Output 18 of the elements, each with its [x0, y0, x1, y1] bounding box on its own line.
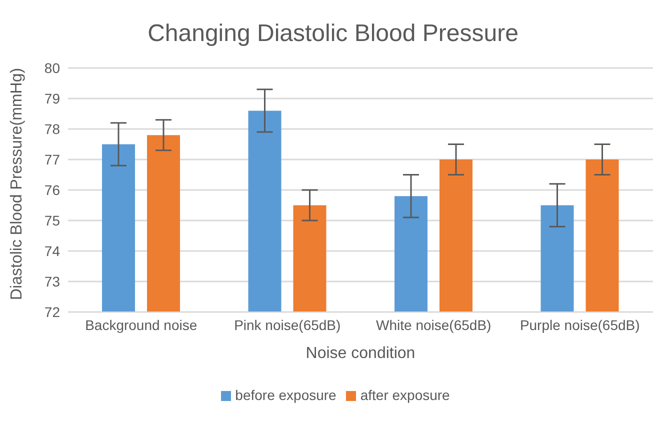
x-tick-label: Pink noise(65dB) — [234, 316, 341, 333]
x-tick-label: White noise(65dB) — [376, 316, 492, 333]
y-tick-label: 73 — [44, 273, 60, 290]
y-tick-label: 72 — [44, 304, 60, 320]
x-tick-label: Background noise — [85, 316, 198, 333]
y-tick-label: 78 — [44, 120, 60, 137]
y-tick-label: 80 — [44, 60, 60, 76]
y-tick-label: 76 — [44, 182, 60, 198]
x-axis-title: Noise condition — [306, 345, 416, 362]
y-tick-label: 79 — [44, 90, 60, 106]
y-tick-label: 77 — [44, 151, 60, 168]
y-tick-label: 75 — [44, 212, 60, 228]
y-axis-title: Diastolic Blood Pressure(mmHg) — [8, 68, 26, 300]
y-tick-label: 74 — [44, 242, 60, 259]
legend-label: after exposure — [360, 387, 450, 403]
x-tick-label: Purple noise(65dB) — [520, 316, 640, 333]
chart-title: Changing Diastolic Blood Pressure — [146, 20, 520, 48]
legend-label: before exposure — [235, 387, 336, 403]
